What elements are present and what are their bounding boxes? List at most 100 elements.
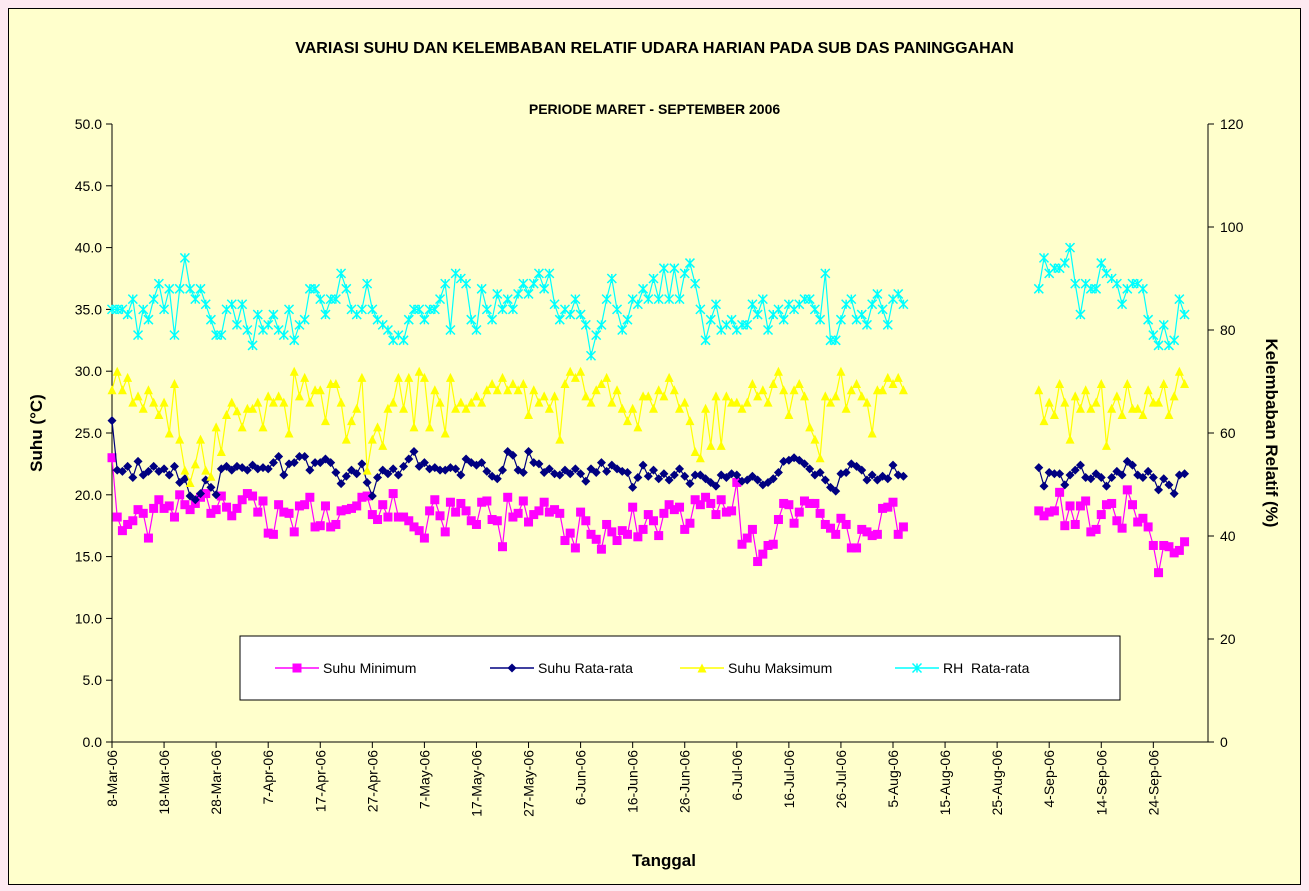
marker [1096,379,1106,389]
x-tick-label: 17-Apr-06 [312,750,328,812]
marker [284,508,294,518]
marker [862,475,872,485]
marker [680,524,690,534]
marker [175,434,185,444]
marker [883,474,893,484]
marker [580,319,591,330]
marker [482,466,492,476]
marker [690,447,700,457]
marker [336,268,347,279]
marker [726,314,737,325]
marker [1070,391,1080,401]
marker [581,476,591,486]
marker [430,495,440,505]
marker [362,465,372,475]
marker [820,519,830,529]
marker [596,379,606,389]
marker [684,258,695,269]
marker [544,507,554,517]
marker [481,304,492,315]
marker [179,252,190,263]
marker [524,517,534,527]
marker [143,385,153,395]
marker [149,397,159,407]
marker [846,543,856,553]
marker [196,434,206,444]
marker [310,522,320,532]
marker [373,472,383,482]
marker [591,330,602,341]
marker [872,288,883,299]
marker [159,464,169,474]
marker [226,299,237,310]
marker [1158,319,1169,330]
marker [758,549,768,559]
marker [747,379,757,389]
marker [1086,474,1096,484]
marker [279,470,289,480]
marker [826,523,836,533]
marker [804,294,815,305]
marker [742,319,753,330]
marker [898,299,909,310]
marker [341,283,352,294]
x-tick-label: 27-Apr-06 [364,750,380,812]
marker [190,459,200,469]
y-axis-label: Suhu (°C) [27,394,46,472]
marker [602,372,612,382]
marker [169,379,179,389]
marker [143,533,153,543]
marker [206,508,216,518]
marker [471,324,482,336]
marker [445,497,455,507]
marker [753,391,763,401]
marker [638,283,649,294]
chart-panel [8,8,1301,885]
marker [305,465,315,475]
marker [388,397,398,407]
marker [451,507,461,517]
marker [612,536,622,546]
marker [133,391,143,401]
marker [643,471,653,481]
marker [607,527,617,537]
marker [1122,485,1132,495]
marker [300,500,310,510]
marker [601,294,612,305]
marker [732,477,742,487]
x-tick-label: 14-Sep-06 [1093,750,1109,816]
marker [700,335,711,346]
marker [565,366,575,376]
marker [602,519,612,529]
marker [274,451,284,461]
marker [320,501,330,511]
marker [857,465,867,475]
marker [300,451,310,461]
marker [253,507,263,517]
marker [133,505,143,515]
marker [461,506,471,516]
x-tick-label: 7-Apr-06 [260,750,276,805]
marker [1033,283,1044,294]
marker [1107,472,1117,482]
marker [362,477,372,487]
marker [622,416,632,426]
y2-tick-label: 0 [1220,734,1228,750]
marker [768,474,778,484]
marker [1174,545,1184,555]
marker [1039,416,1049,426]
marker [659,508,669,518]
marker [883,502,893,512]
marker [159,304,170,315]
marker [1164,480,1174,490]
marker [617,526,627,536]
marker [435,511,445,521]
marker [268,309,279,320]
marker [336,506,346,516]
marker [456,498,466,508]
marker [1111,278,1122,289]
marker [554,314,565,325]
marker [581,516,591,526]
marker [1075,403,1085,413]
